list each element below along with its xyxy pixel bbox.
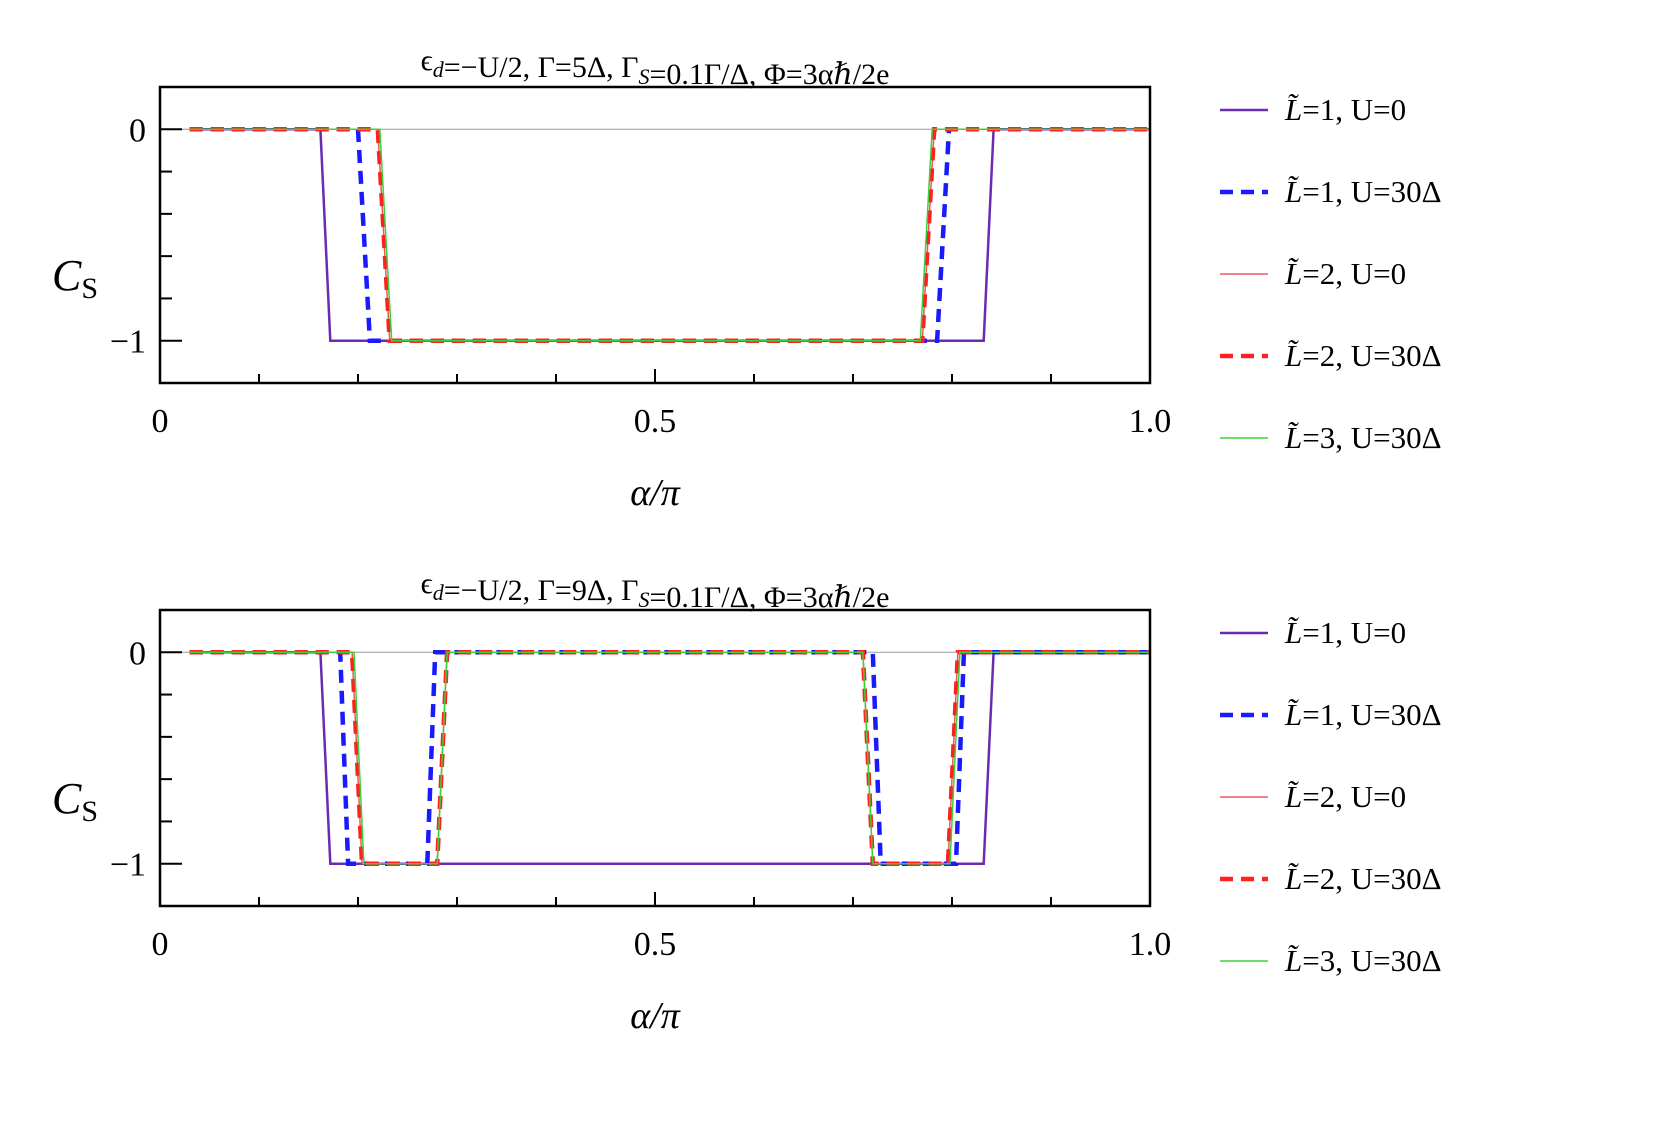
legend-entry: L̃=1, U=0 bbox=[1284, 92, 1406, 127]
x-tick-label: 1.0 bbox=[1129, 403, 1172, 440]
x-tick-label: 1.0 bbox=[1129, 926, 1172, 963]
chart-panel-2: 0 −1 0 0.5 1.0 ϵd=−U/2, Γ=9Δ, ΓS=0.1Γ/Δ, Φ=3α… bbox=[52, 567, 1171, 1037]
legend-entry: L̃=1, U=30Δ bbox=[1284, 174, 1442, 209]
x-tick-label: 0.5 bbox=[634, 403, 677, 440]
plot-frame bbox=[158, 608, 1152, 908]
legend-entry: L̃=2, U=30Δ bbox=[1284, 338, 1442, 373]
legend-entry: L̃=2, U=0 bbox=[1284, 256, 1406, 291]
legend: L̃=1, U=0 L̃=1, U=30Δ L̃=2, U=0 L̃=2, U=30Δ… bbox=[1220, 615, 1442, 978]
x-tick-label: 0 bbox=[152, 403, 169, 440]
x-axis-label: α/π bbox=[630, 472, 681, 514]
series-line-5 bbox=[189, 651, 1150, 865]
chart-title: ϵd=−U/2, Γ=5Δ, ΓS=0.1Γ/Δ, Φ=3αℏ/2e bbox=[421, 44, 890, 91]
chart-title: ϵd=−U/2, Γ=9Δ, ΓS=0.1Γ/Δ, Φ=3αℏ/2e bbox=[421, 567, 890, 614]
series-line-3 bbox=[189, 128, 1150, 342]
y-tick-label: −1 bbox=[110, 324, 146, 361]
series-line-2 bbox=[189, 127, 1150, 343]
plot-frame bbox=[158, 85, 1152, 385]
legend-entry: L̃=2, U=0 bbox=[1284, 779, 1406, 814]
y-tick-label: 0 bbox=[129, 635, 146, 672]
legend: L̃=1, U=0 L̃=1, U=30Δ L̃=2, U=0 L̃=2, U=30Δ… bbox=[1220, 92, 1442, 455]
x-tick-label: 0.5 bbox=[634, 926, 677, 963]
legend-entry: L̃=1, U=0 bbox=[1284, 615, 1406, 650]
legend-entry: L̃=3, U=30Δ bbox=[1284, 943, 1442, 978]
legend-entry: L̃=2, U=30Δ bbox=[1284, 861, 1442, 896]
series-line-4 bbox=[189, 650, 1150, 866]
series-line-1 bbox=[189, 128, 1150, 342]
series-line-1 bbox=[189, 651, 1150, 865]
y-tick-label: −1 bbox=[110, 847, 146, 884]
y-axis-label: CS bbox=[52, 251, 98, 305]
series-line-5 bbox=[189, 128, 1150, 342]
x-axis-label: α/π bbox=[630, 995, 681, 1037]
legend-entry: L̃=3, U=30Δ bbox=[1284, 420, 1442, 455]
chart-panel-1: 0 −1 0 0.5 1.0 ϵd=−U/2, Γ=5Δ, ΓS=0.1Γ/Δ, Φ=3α… bbox=[52, 44, 1171, 514]
y-axis-label: CS bbox=[52, 774, 98, 828]
y-tick-label: 0 bbox=[129, 112, 146, 149]
legend-entry: L̃=1, U=30Δ bbox=[1284, 697, 1442, 732]
series-line-3 bbox=[189, 651, 1150, 865]
x-tick-label: 0 bbox=[152, 926, 169, 963]
series-line-4 bbox=[189, 127, 1150, 343]
series-line-2 bbox=[189, 650, 1150, 866]
